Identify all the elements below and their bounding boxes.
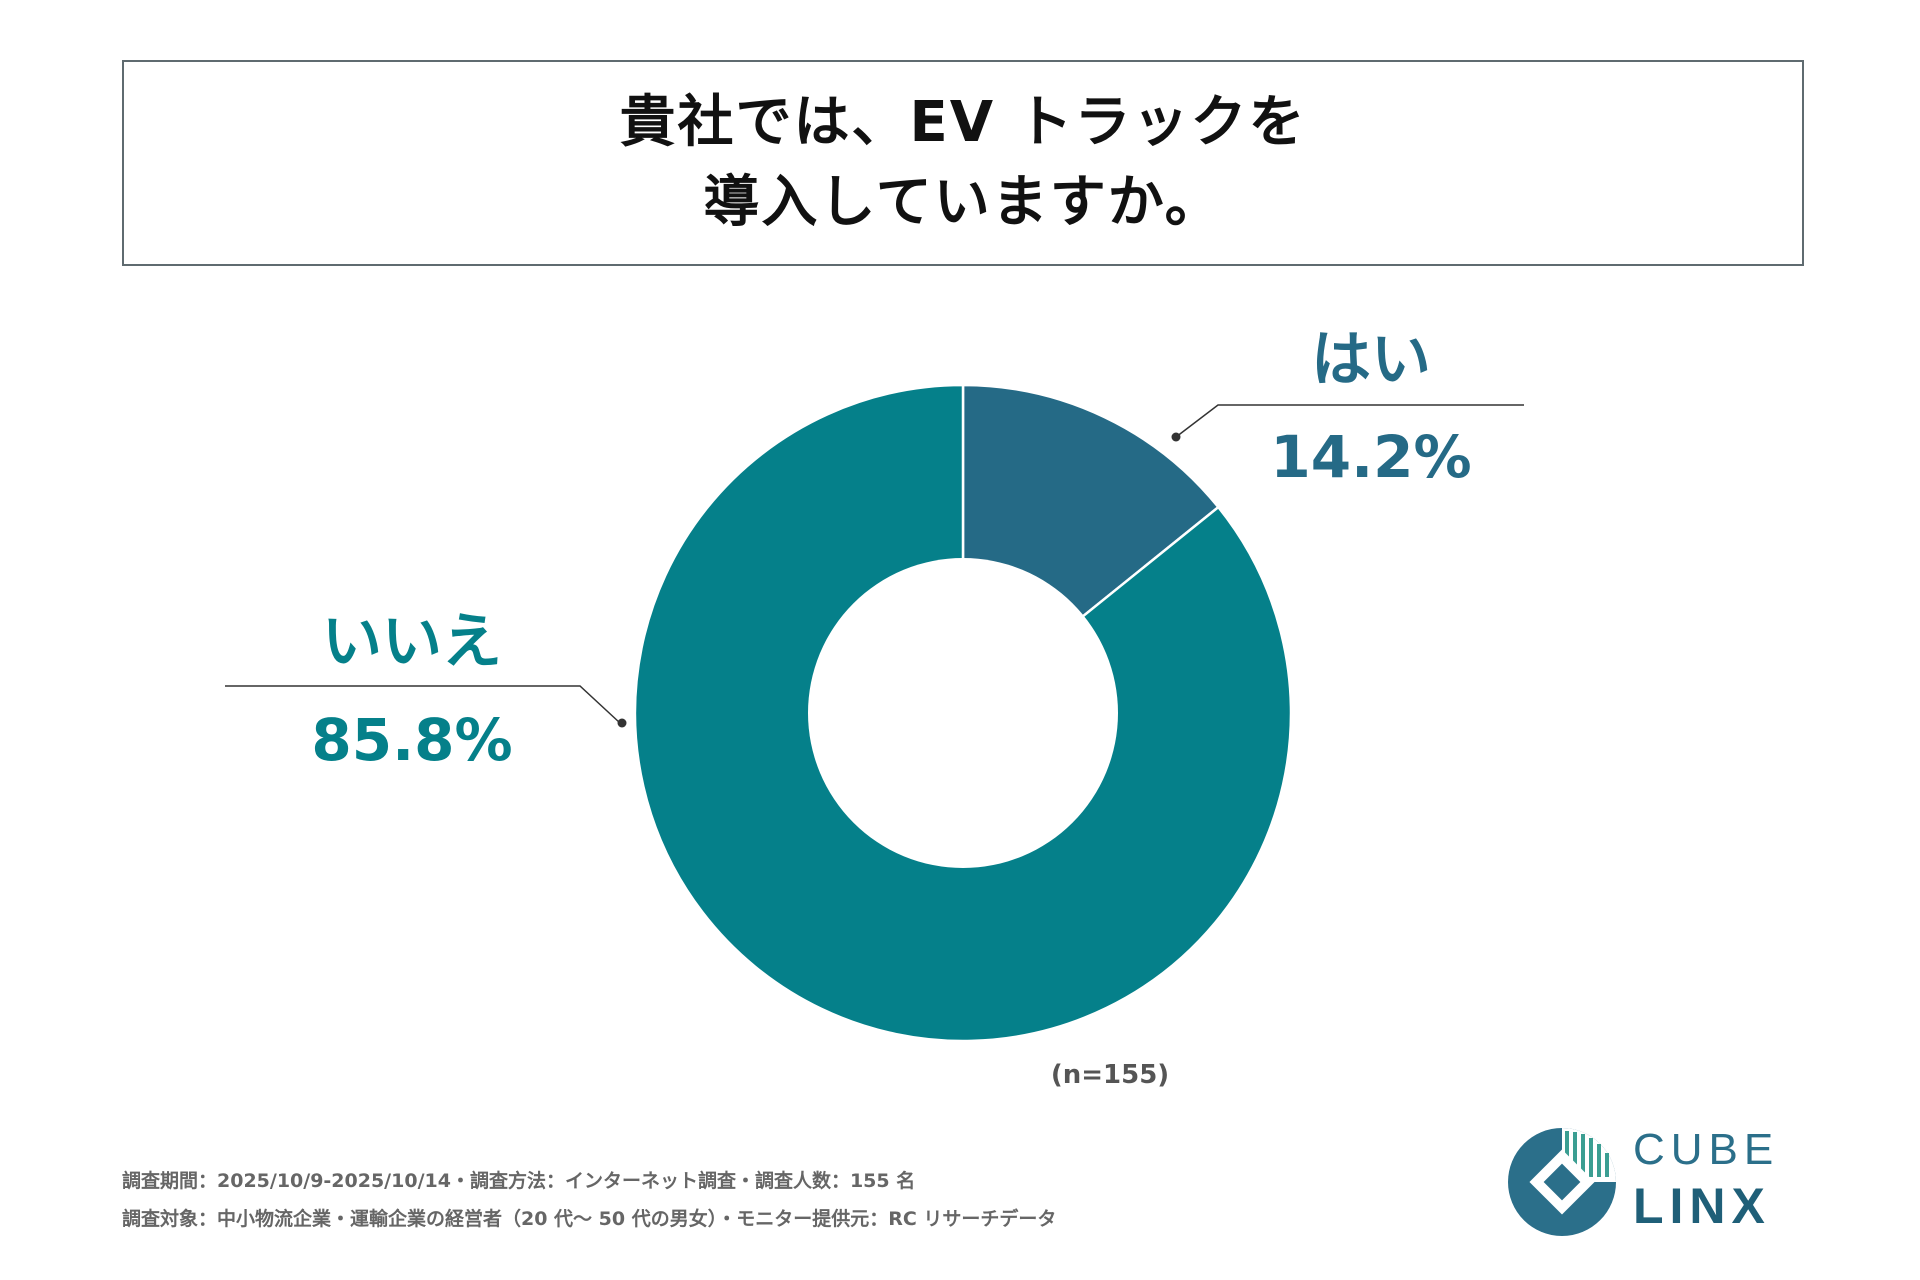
callout-yes: はい 14.2% xyxy=(1171,325,1524,491)
leader-line-yes xyxy=(1175,404,1524,438)
chart-title-box: 貴社では、EV トラックを 導入していますか。 xyxy=(122,60,1804,266)
logo-text-cube: CUBE xyxy=(1633,1125,1780,1174)
leader-dot-yes xyxy=(1171,432,1181,442)
callout-no: いいえ 85.8% xyxy=(225,607,627,774)
chart-title-line-2: 導入していますか。 xyxy=(703,170,1223,235)
donut-hole xyxy=(808,558,1118,868)
sample-size-label: (n=155) xyxy=(1050,1060,1170,1090)
footer-survey-info: 調査期間：2025/10/9-2025/10/14・調査方法：インターネット調査… xyxy=(122,1170,916,1192)
cube-linx-logo: CUBE LINX xyxy=(1505,1125,1835,1240)
logo-text-linx: LINX xyxy=(1633,1178,1771,1234)
leader-line-no xyxy=(225,685,621,724)
footer-survey-target: 調査対象：中小物流企業・運輸企業の経営者（20 代〜 50 代の男女）・モニター… xyxy=(122,1208,1057,1230)
slice-value-no: 85.8% xyxy=(311,706,512,774)
chart-title-line-1: 貴社では、EV トラックを xyxy=(619,90,1307,155)
slice-label-yes: はい xyxy=(1311,325,1431,395)
leader-dot-no xyxy=(617,718,627,728)
slice-label-no: いいえ xyxy=(322,607,502,677)
cube-linx-logo-mark xyxy=(1508,1128,1616,1236)
slice-value-yes: 14.2% xyxy=(1270,423,1471,491)
